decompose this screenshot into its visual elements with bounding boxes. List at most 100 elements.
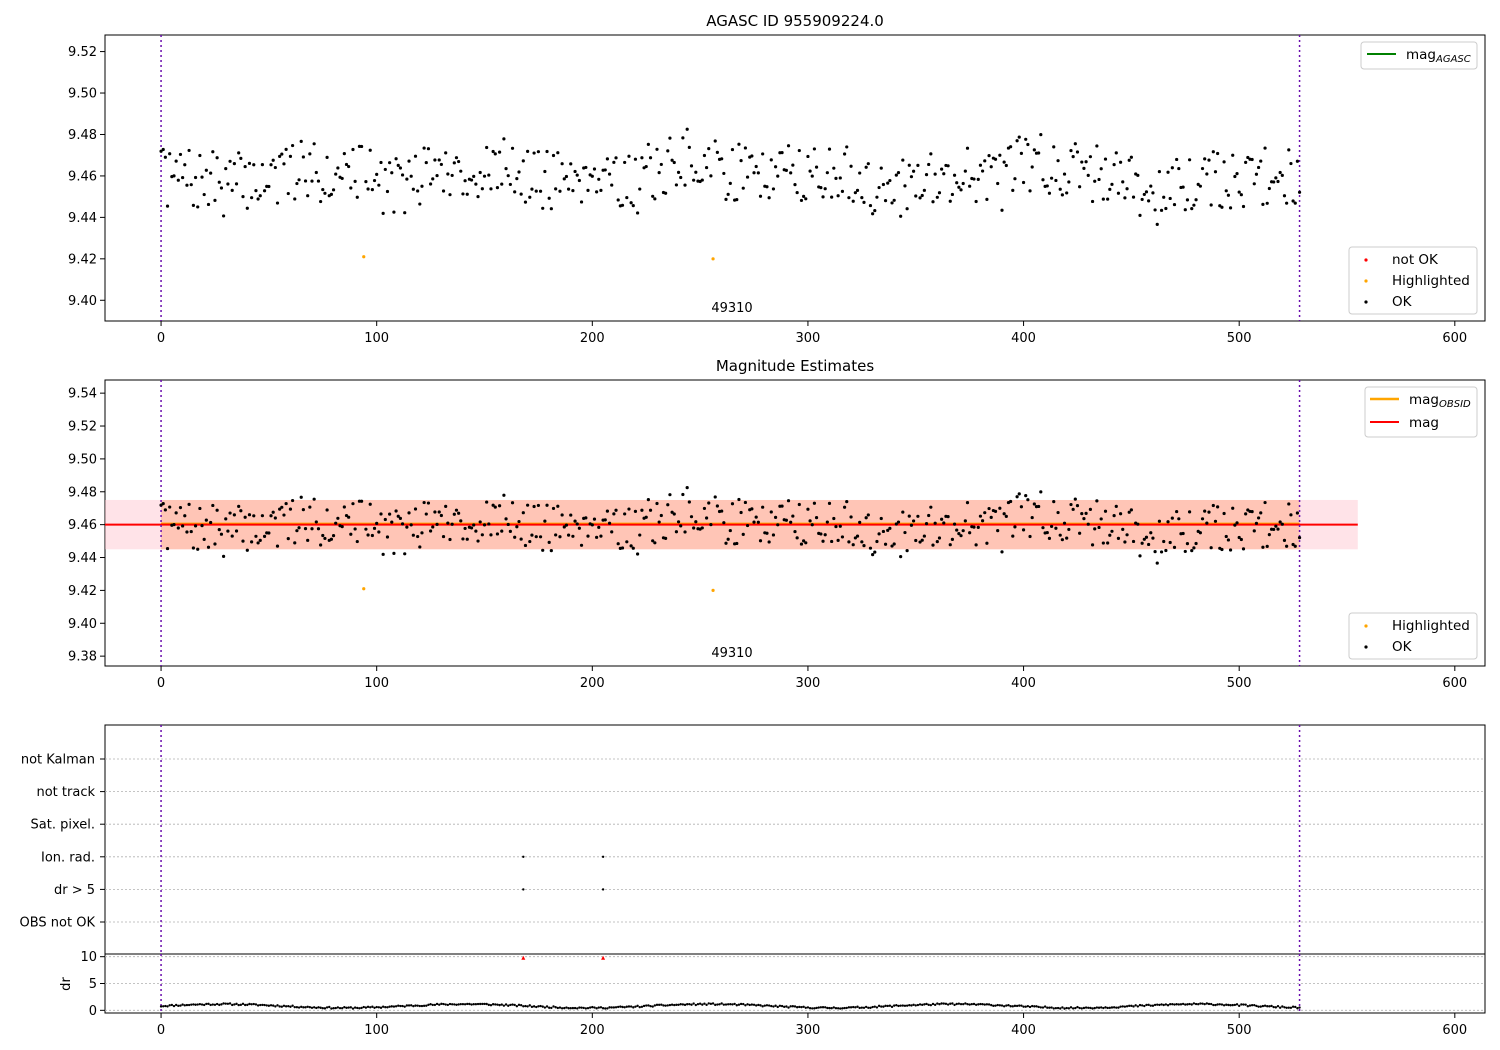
dr-point [1164,1003,1168,1006]
dr-point [927,1003,930,1007]
dr-point [621,1005,624,1009]
ok-point [1004,163,1008,168]
ok-point [178,152,183,157]
dr-point [511,1003,514,1006]
ok-point [1239,193,1243,197]
ok-point [1013,177,1017,181]
ok-point [1032,148,1036,152]
ok-point [886,181,890,185]
ok-point [392,551,396,555]
ok-point [659,162,663,167]
ok-point [258,538,262,542]
ok-point [702,153,707,158]
ok-point [1153,208,1157,212]
ok-point [1198,184,1202,188]
ok-point [183,163,187,167]
x-tick-label: 100 [364,676,389,691]
dr-point [207,1002,210,1006]
dr-point [632,1006,635,1009]
dr-point [653,1004,657,1007]
ok-point [940,517,944,521]
ok-point [1168,196,1172,201]
y-tick-label: 10 [80,950,97,965]
ok-point [359,144,364,149]
dr-point [390,1005,393,1008]
ok-point [444,504,448,508]
dr-point [1076,1005,1079,1009]
ok-point [724,197,728,202]
ok-point [776,523,780,527]
ok-point [426,501,431,505]
dr-point [1140,1004,1144,1007]
ok-point [1267,533,1271,537]
ok-point [1002,160,1006,164]
ok-point [420,531,424,535]
ok-point [1078,531,1082,535]
ok-point [1231,153,1235,157]
ok-point [562,177,566,181]
ok-point [614,508,618,512]
dr-point [890,1005,894,1009]
dr-point [237,1003,240,1007]
dr-point [1106,1006,1109,1010]
ok-point [1039,490,1043,494]
x-tick-label: 600 [1442,1023,1467,1038]
ok-point [239,509,243,513]
ok-point [301,507,305,512]
ok-point [510,146,515,150]
ok-point [183,514,187,518]
ok-point [1285,201,1289,205]
ok-point [648,508,653,512]
ok-point [715,504,719,508]
ok-point [558,535,562,539]
ok-point [1144,190,1149,194]
dr-point [1209,1002,1213,1006]
ok-point [666,503,670,507]
ok-point [927,162,931,167]
ok-point [1060,538,1064,542]
ok-point [1282,194,1287,198]
dr-point [375,1005,378,1009]
dr-point [593,1006,596,1009]
dr-point [198,1002,202,1006]
ok-point [538,189,543,193]
dr-point [1020,1004,1023,1007]
ok-point [987,154,991,158]
ok-point [1037,504,1041,509]
ok-point [1121,527,1125,531]
dr-point [688,1002,691,1006]
ok-point [903,530,907,535]
ok-point [435,173,439,178]
ok-point [448,537,452,542]
dr-point [910,1004,913,1007]
dr-point [470,1003,473,1006]
ok-point [545,149,549,154]
ok-point [795,536,799,540]
ok-point [1207,158,1211,162]
dr-point [461,1002,465,1006]
dr-point [190,1003,193,1006]
ok-point [610,530,614,534]
ok-point [799,198,804,203]
ok-point [1004,514,1008,518]
dr-point [446,1003,450,1007]
y-tick-label: 9.46 [68,169,97,184]
ok-point [1114,504,1118,508]
ok-point [871,212,875,216]
ok-point [493,505,497,509]
ok-point [1272,180,1276,184]
ok-point [224,517,228,521]
ok-point [424,512,428,516]
dr-point [757,1003,760,1007]
dr-point [677,1003,680,1006]
dr-point [1162,1003,1165,1007]
ok-point [433,510,437,514]
y-tick-label: 9.38 [68,650,97,665]
dr-point [662,1004,665,1007]
dr-point [692,1002,695,1005]
ok-point [228,511,232,515]
dr-point [576,1007,579,1010]
estimates-plot-area [104,379,1486,667]
ok-point [541,548,545,552]
dr-point [459,1002,462,1006]
